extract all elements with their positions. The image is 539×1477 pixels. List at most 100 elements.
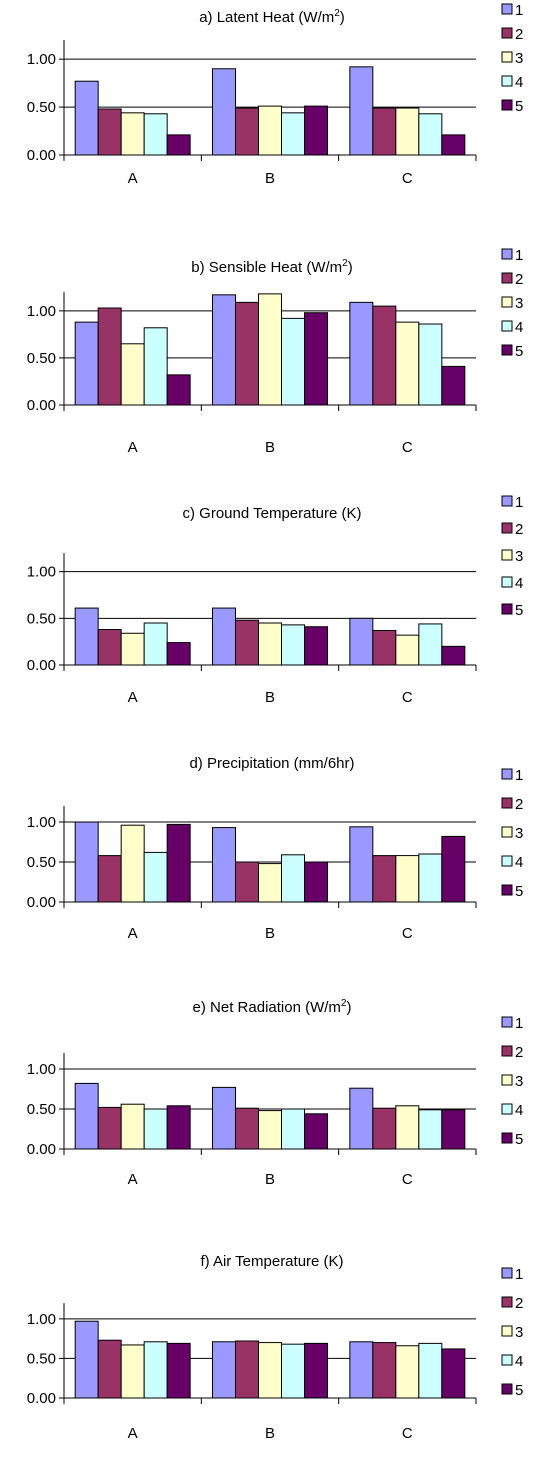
bar-series-1-C: [349, 66, 374, 156]
y-tick-label: 0.00: [27, 147, 56, 164]
bar-series-4-C: [418, 1109, 443, 1150]
bar-series-1-C: [349, 826, 374, 903]
bar-series-3-A: [120, 112, 145, 156]
legend-label: 1: [515, 494, 523, 511]
legend-swatch-5: [501, 603, 513, 615]
chart-title-superscript: 2: [341, 998, 347, 1009]
bar-series-3-C: [395, 1345, 420, 1399]
bar-series-5-C: [441, 1109, 466, 1150]
bar-series-1-A: [74, 1082, 99, 1150]
bar-series-5-C: [441, 835, 466, 903]
legend-swatch-3: [501, 51, 513, 63]
legend-label: 4: [515, 1353, 523, 1370]
legend-label: 2: [515, 796, 523, 813]
bar-series-5-B: [304, 1113, 328, 1150]
bar-series-2-A: [97, 855, 122, 903]
chart-title: c) Ground Temperature (K): [183, 505, 362, 522]
chart-panel: c) Ground Temperature (K) 0.00 0.50 1.00 A B C…: [27, 494, 524, 706]
x-category-label: B: [265, 1171, 275, 1188]
bar-series-2-B: [235, 301, 259, 406]
chart-title-text: f) Air Temperature (K): [200, 1253, 343, 1270]
x-category-label: C: [402, 689, 413, 706]
bar-series-1-B: [212, 607, 236, 666]
bar-series-4-A: [143, 1341, 168, 1399]
bar-series-4-B: [281, 854, 305, 903]
y-tick-label: 0.00: [27, 657, 56, 674]
y-tick-label: 1.00: [27, 303, 56, 320]
bar-series-3-B: [258, 622, 282, 666]
bar-series-2-A: [97, 629, 122, 666]
legend-label: 1: [515, 247, 523, 264]
x-category-label: B: [265, 689, 275, 706]
bar-series-1-C: [349, 301, 374, 406]
x-category-label: C: [402, 1425, 413, 1442]
legend-swatch-5: [501, 1132, 513, 1144]
x-category-label: A: [128, 1425, 138, 1442]
chart-title: e) Net Radiation (W/m2): [193, 998, 352, 1016]
legend-label: 5: [515, 602, 523, 619]
bar-series-3-C: [395, 321, 420, 406]
bar-series-2-C: [372, 629, 397, 666]
bar-series-5-A: [166, 642, 191, 666]
bar-series-5-A: [166, 823, 191, 903]
chart-title: d) Precipitation (mm/6hr): [189, 755, 354, 772]
legend-label: 5: [515, 883, 523, 900]
legend-swatch-4: [501, 1103, 513, 1115]
legend-swatch-4: [501, 75, 513, 87]
bar-series-4-C: [418, 323, 443, 406]
y-tick-label: 1.00: [27, 564, 56, 581]
bar-series-2-A: [97, 1339, 122, 1399]
legend-swatch-4: [501, 1354, 513, 1366]
bar-series-4-B: [281, 1108, 305, 1150]
bar-series-1-A: [74, 321, 99, 406]
bar-series-4-C: [418, 1342, 443, 1399]
bar-series-3-A: [120, 824, 145, 903]
bar-series-3-C: [395, 855, 420, 903]
y-tick-label: 0.00: [27, 397, 56, 414]
chart-panel: e) Net Radiation (W/m2)0.000.501.00A B C12…: [27, 998, 524, 1188]
legend-swatch-5: [501, 99, 513, 111]
bar-series-1-C: [349, 1341, 374, 1399]
legend-swatch-4: [501, 576, 513, 588]
bar-series-1-B: [212, 294, 236, 406]
legend-label: 4: [515, 319, 523, 336]
bar-series-3-A: [120, 1103, 145, 1150]
bar-series-1-C: [349, 617, 374, 666]
legend-label: 5: [515, 1382, 523, 1399]
bar-series-4-C: [418, 623, 443, 666]
legend-swatch-5: [501, 884, 513, 896]
legend-label: 3: [515, 50, 523, 67]
bar-series-2-A: [97, 307, 122, 406]
y-tick-label: 0.00: [27, 894, 56, 911]
bar-series-2-B: [235, 861, 259, 903]
legend-label: 5: [515, 1131, 523, 1148]
bar-series-4-B: [281, 624, 305, 666]
chart-title-superscript: 2: [342, 258, 348, 269]
legend-swatch-3: [501, 1325, 513, 1337]
y-tick-label: 0.50: [27, 99, 56, 116]
legend-label: 2: [515, 1044, 523, 1061]
y-tick-label: 1.00: [27, 1061, 56, 1078]
legend-label: 2: [515, 521, 523, 538]
bar-series-3-A: [120, 632, 145, 666]
bar-series-5-A: [166, 134, 191, 156]
y-tick-label: 0.50: [27, 1101, 56, 1118]
bar-series-5-C: [441, 134, 466, 156]
chart-panel: f) Air Temperature (K) 0.00 0.50 1.00 A B C 1 2 3…: [27, 1253, 524, 1442]
bar-series-5-C: [441, 365, 466, 406]
bar-series-1-B: [212, 1086, 236, 1150]
chart-panel: b) Sensible Heat (W/m2)0.000.501.00A B C12…: [27, 247, 524, 456]
legend-label: 1: [515, 767, 523, 784]
legend-swatch-1: [501, 1267, 513, 1279]
bar-series-4-A: [143, 851, 168, 903]
legend-swatch-1: [501, 495, 513, 507]
bar-series-5-A: [166, 374, 191, 406]
bar-series-3-A: [120, 343, 145, 406]
bar-series-3-C: [395, 107, 420, 156]
chart-title: b) Sensible Heat (W/m2): [191, 258, 352, 276]
bar-series-2-C: [372, 305, 397, 406]
legend-label: 1: [515, 1015, 523, 1032]
x-category-label: C: [402, 925, 413, 942]
legend-swatch-5: [501, 1383, 513, 1395]
